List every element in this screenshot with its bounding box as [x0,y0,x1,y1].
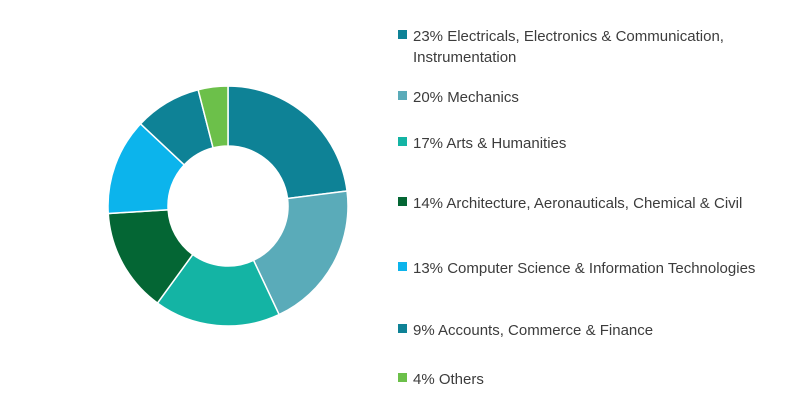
legend-swatch [398,137,407,146]
legend-label: 20% Mechanics [413,89,519,106]
legend-swatch [398,373,407,382]
legend-item-accounts: 9% Accounts, Commerce & Finance [398,320,758,341]
legend-item-electricals: 23% Electricals, Electronics & Communica… [398,26,758,68]
donut-slice-arts [156,253,281,327]
legend-label: 4% Others [413,371,484,388]
donut-slice-electricals [227,85,348,200]
legend-swatch [398,262,407,271]
legend-swatch [398,30,407,39]
donut-slice-others [197,85,229,149]
legend-swatch [398,324,407,333]
legend-item-computer-science: 13% Computer Science & Information Techn… [398,258,758,279]
legend-item-others: 4% Others [398,369,758,390]
legend-label: 14% Architecture, Aeronauticals, Chemica… [413,195,743,212]
legend-swatch [398,197,407,206]
legend-label: 17% Arts & Humanities [413,135,567,152]
legend-label: 23% Electricals, Electronics & Communica… [413,28,724,66]
legend-label: 9% Accounts, Commerce & Finance [413,322,654,339]
donut-slice-mechanics [252,190,349,316]
legend-item-architecture: 14% Architecture, Aeronauticals, Chemica… [398,193,758,214]
legend-label: 13% Computer Science & Information Techn… [413,260,756,277]
legend-item-mechanics: 20% Mechanics [398,87,758,108]
chart-legend: 23% Electricals, Electronics & Communica… [398,0,758,410]
legend-item-arts: 17% Arts & Humanities [398,133,758,154]
legend-swatch [398,91,407,100]
donut-chart-svg [107,85,349,327]
